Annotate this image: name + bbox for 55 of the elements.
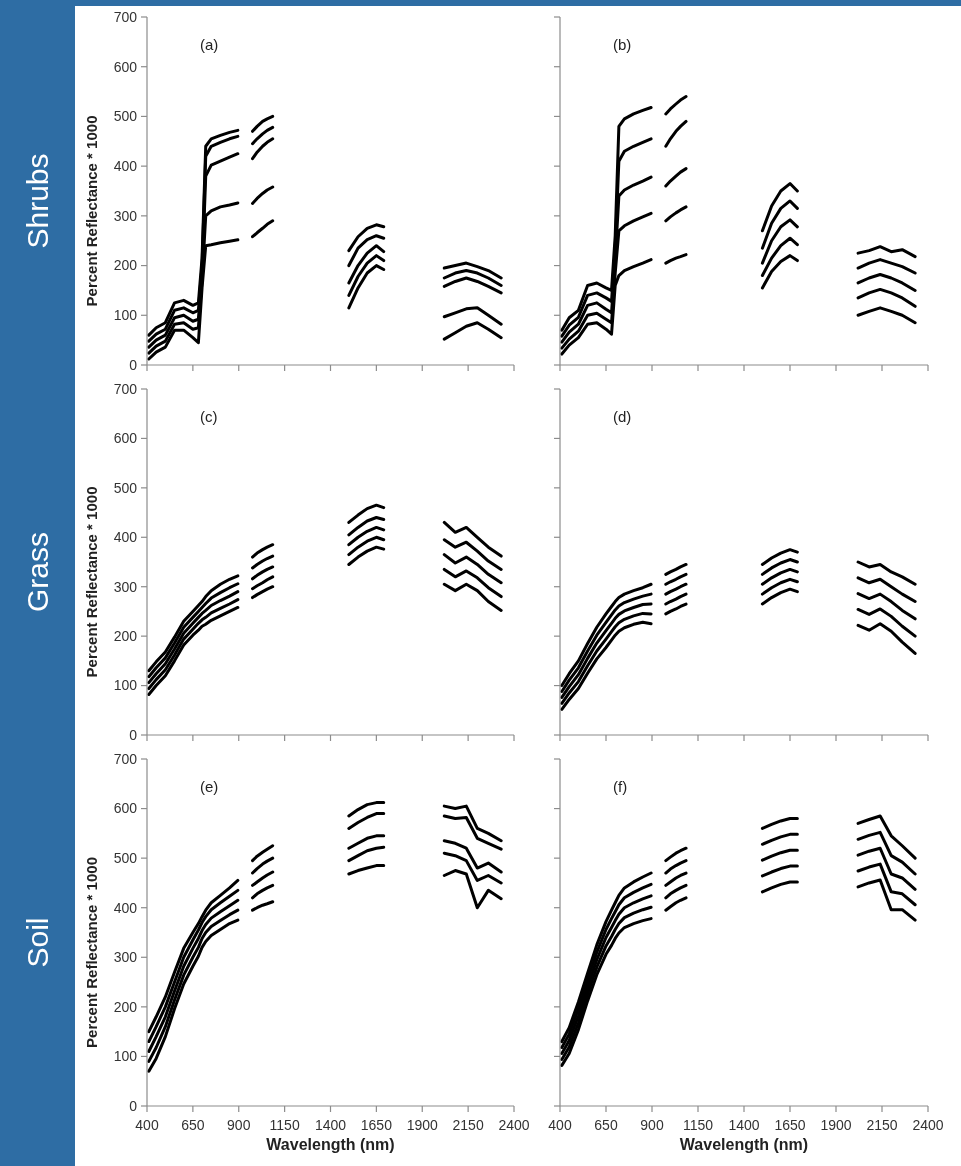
y-axis-title: Percent Reflectance * 1000 [83, 857, 100, 1048]
y-tick-label: 400 [113, 158, 138, 175]
x-tick-label: 2150 [452, 1117, 484, 1133]
x-tick-label: 1150 [269, 1117, 300, 1133]
y-tick-label: 0 [129, 726, 138, 743]
y-tick-label: 0 [129, 1097, 138, 1114]
text: Shrubs [21, 153, 54, 249]
x-tick-label: 650 [594, 1117, 618, 1133]
x-axis-title: Wavelength (nm) [266, 1136, 395, 1153]
y-tick-label: 0 [129, 356, 138, 373]
x-tick-label: 2150 [866, 1117, 898, 1133]
text: Grass [21, 531, 54, 613]
annotation: (c) [200, 408, 218, 425]
y-tick-label: 600 [113, 800, 138, 817]
x-axis-title: Wavelength (nm) [679, 1136, 809, 1153]
y-tick-label: 200 [113, 257, 138, 274]
x-tick-label: 1650 [360, 1117, 393, 1133]
x-tick-label: 1650 [774, 1117, 806, 1133]
y-tick-label: 400 [113, 529, 138, 546]
x-tick-label: 1400 [314, 1117, 347, 1133]
y-tick-label: 200 [113, 998, 138, 1015]
x-tick-label: 900 [227, 1117, 251, 1133]
y-axis-title: Percent Reflectance * 1000 [83, 115, 100, 307]
x-tick-label: 400 [548, 1117, 572, 1133]
text: Soil [21, 917, 54, 968]
y-tick-label: 500 [113, 479, 138, 496]
x-tick-label: 1900 [820, 1117, 852, 1133]
annotation: (a) [200, 36, 219, 53]
y-tick-label: 700 [113, 8, 138, 25]
annotation: (e) [200, 778, 219, 795]
y-tick-label: 400 [113, 899, 138, 916]
y-tick-label: 300 [113, 578, 138, 595]
x-tick-label: 2400 [912, 1117, 944, 1133]
x-tick-label: 900 [640, 1117, 664, 1133]
y-tick-label: 500 [113, 108, 138, 125]
y-tick-label: 200 [113, 628, 138, 645]
y-tick-label: 300 [113, 207, 138, 224]
x-tick-label: 650 [181, 1117, 205, 1133]
y-tick-label: 100 [113, 307, 138, 324]
y-tick-label: 100 [113, 1048, 138, 1065]
x-tick-label: 1900 [406, 1117, 439, 1133]
annotation: (d) [613, 408, 632, 425]
y-tick-label: 600 [113, 58, 138, 75]
annotation: (f) [613, 778, 628, 795]
y-tick-label: 100 [113, 677, 138, 694]
x-tick-label: 1400 [728, 1117, 760, 1133]
y-axis-title: Percent Reflectance * 1000 [83, 486, 100, 678]
y-tick-label: 500 [113, 850, 138, 867]
y-tick-label: 300 [113, 949, 138, 966]
annotation: (b) [613, 36, 632, 53]
x-tick-label: 1150 [682, 1117, 714, 1133]
y-tick-label: 600 [113, 430, 138, 447]
x-tick-label: 2400 [498, 1117, 530, 1133]
y-tick-label: 700 [113, 380, 138, 397]
y-tick-label: 700 [113, 750, 138, 767]
